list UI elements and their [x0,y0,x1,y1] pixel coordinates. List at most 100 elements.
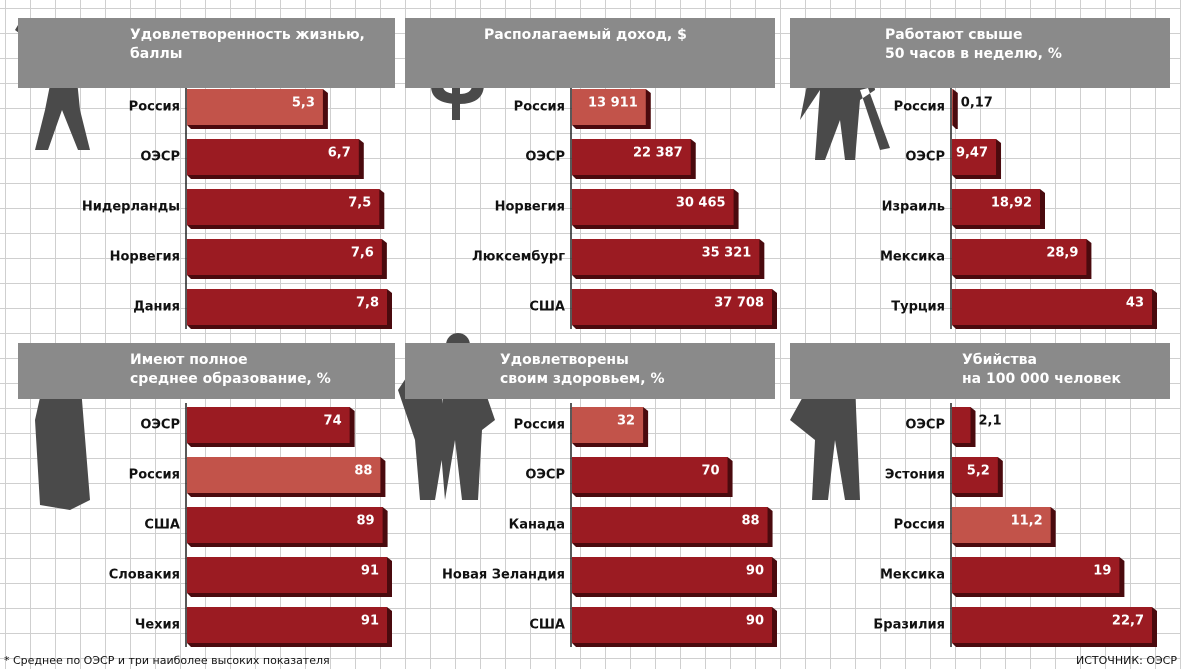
value-label: 43 [1126,296,1144,311]
category-label: Израиль [882,200,945,215]
bar [572,557,772,593]
value-label: 22,7 [1112,614,1144,629]
bar [187,189,380,225]
value-label: 22 387 [633,146,683,161]
category-label: Дания [133,300,180,315]
bar [187,557,387,593]
value-label: 28,9 [1046,246,1078,261]
bar [952,457,998,493]
bar [952,139,997,175]
value-label: 90 [746,614,764,629]
bar-shadow [952,89,958,129]
value-label: 5,2 [967,464,990,479]
value-label: 37 708 [714,296,764,311]
category-label: Люксембург [472,250,565,265]
category-label: ОЭСР [140,150,180,165]
category-label: США [144,518,180,533]
bar [187,89,323,125]
silhouettes [15,25,905,510]
value-label: 2,1 [979,414,1002,429]
bar [572,407,644,443]
footnote: * Среднее по ОЭСР и три наиболее высоких… [4,654,330,667]
source: ИСТОЧНИК: ОЭСР [1076,654,1177,667]
category-label: Норвегия [110,250,180,265]
category-label: ОЭСР [140,418,180,433]
chart-title: Располагаемый доход, $ [405,18,775,88]
category-label: ОЭСР [905,150,945,165]
category-label: Бразилия [873,618,945,633]
value-label: 30 465 [676,196,726,211]
category-label: Россия [514,418,565,433]
bar [572,89,646,125]
category-label: Турция [891,300,945,315]
value-label: 88 [741,514,759,529]
value-label: 5,3 [292,96,315,111]
bar [187,239,382,275]
value-label: 70 [701,464,719,479]
category-label: Россия [894,100,945,115]
bar [952,189,1040,225]
chart-title: Удовлетворенность жизнью, баллы [18,18,395,88]
value-label: 7,6 [351,246,374,261]
bar [187,289,387,325]
value-label: 91 [361,564,379,579]
category-label: США [529,618,565,633]
bar [572,607,772,643]
bar [187,407,350,443]
bar [187,139,359,175]
value-label: 35 321 [702,246,752,261]
value-label: 7,8 [356,296,379,311]
bar [572,507,768,543]
category-label: Россия [129,100,180,115]
chart-title: Удовлетворены своим здоровьем, % [405,343,775,399]
value-label: 13 911 [588,96,638,111]
category-label: США [529,300,565,315]
chart-title: Убийства на 100 000 человек [790,343,1170,399]
bar [952,289,1152,325]
bar [187,607,387,643]
value-label: 89 [357,514,375,529]
bar [952,607,1152,643]
bar [952,507,1051,543]
category-label: ОЭСР [525,150,565,165]
category-label: Чехия [135,618,180,633]
value-label: 19 [1093,564,1111,579]
bar [572,139,691,175]
value-label: 88 [354,464,372,479]
value-label: 6,7 [328,146,351,161]
category-label: Эстония [885,468,945,483]
category-label: Норвегия [495,200,565,215]
category-label: Мексика [880,250,945,265]
bar [952,557,1120,593]
bar [187,457,381,493]
category-label: Россия [514,100,565,115]
category-label: Канада [509,518,565,533]
category-label: Мексика [880,568,945,583]
bar [572,289,772,325]
chart-title: Работают свыше 50 часов в неделю, % [790,18,1170,88]
value-label: 91 [361,614,379,629]
category-label: Нидерланды [82,200,180,215]
value-label: 74 [324,414,342,429]
bar [952,239,1087,275]
bar [572,189,734,225]
category-label: Словакия [109,568,180,583]
bar [952,89,953,125]
category-label: ОЭСР [905,418,945,433]
bar [572,457,728,493]
category-label: Россия [894,518,945,533]
category-label: Новая Зеландия [442,568,565,583]
category-label: Россия [129,468,180,483]
bar [187,507,383,543]
value-label: 0,17 [961,96,993,111]
value-label: 7,5 [348,196,371,211]
value-label: 9,47 [956,146,988,161]
value-label: 11,2 [1011,514,1043,529]
category-label: ОЭСР [525,468,565,483]
bar [952,407,971,443]
value-label: 18,92 [991,196,1032,211]
value-label: 32 [617,414,635,429]
bar [572,239,760,275]
